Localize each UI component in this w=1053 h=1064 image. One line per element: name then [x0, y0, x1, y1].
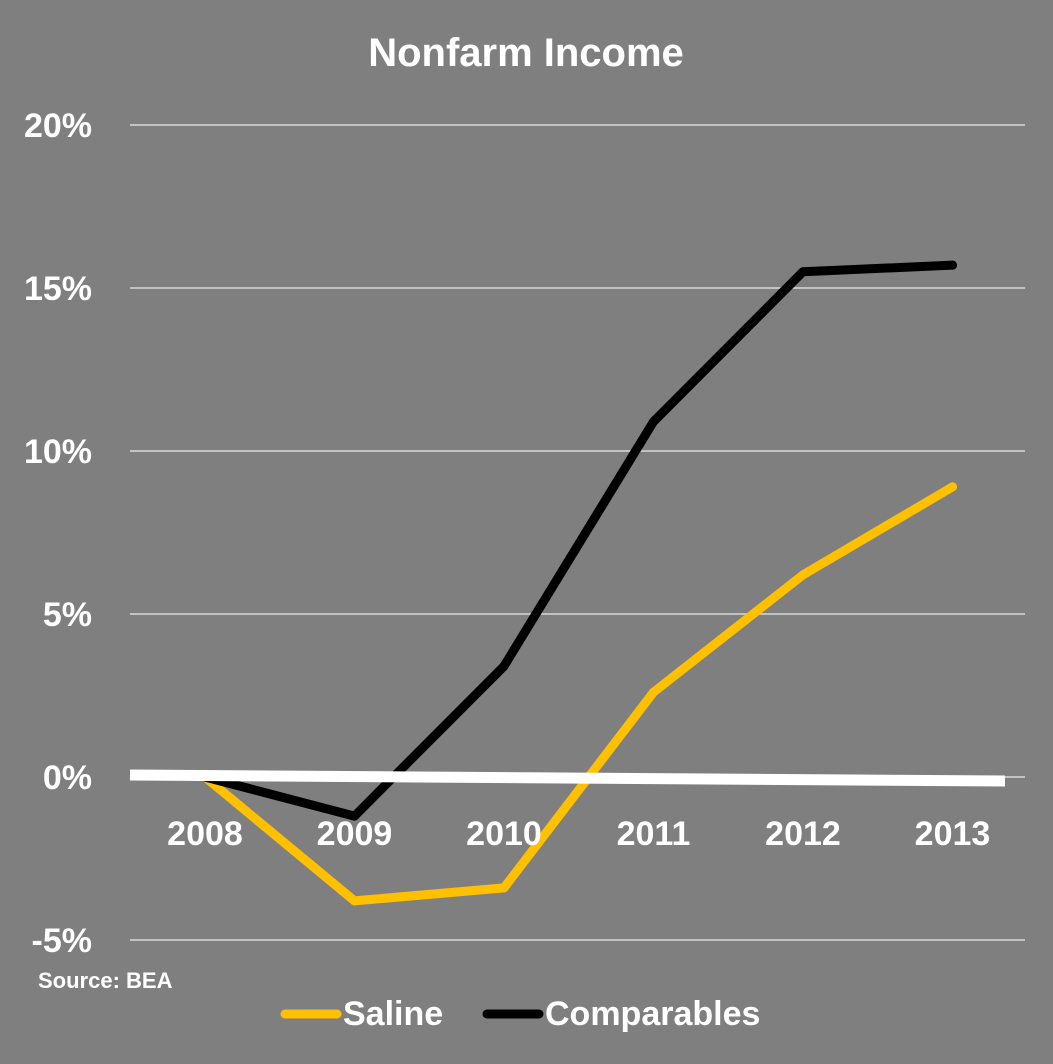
y-axis-ticks: 20% 15% 10% 5% 0% -5%	[24, 107, 92, 960]
x-tick-label: 2009	[317, 815, 393, 853]
x-tick-label: 2013	[915, 815, 991, 853]
x-tick-label: 2008	[167, 815, 243, 853]
data-point-comparables	[948, 260, 957, 270]
y-tick-label: -5%	[32, 922, 92, 960]
y-tick-label: 10%	[24, 433, 92, 471]
x-tick-label: 2011	[617, 815, 691, 853]
y-tick-label: 5%	[43, 596, 92, 634]
x-axis-ticks: 2008 2009 2010 2011 2012 2013	[167, 815, 990, 853]
x-tick-label: 2010	[466, 815, 542, 853]
data-point-comparables	[350, 811, 359, 821]
data-point-saline	[350, 896, 359, 906]
legend-label: Comparables	[545, 995, 760, 1033]
data-point-comparables	[798, 267, 808, 277]
series-line-comparables	[200, 260, 957, 821]
gridlines	[130, 124, 1025, 941]
data-point-saline	[948, 482, 957, 492]
x-tick-label: 2012	[765, 815, 841, 853]
source-note: Source: BEA	[38, 968, 173, 993]
legend-item-comparables[interactable]: Comparables	[482, 995, 760, 1033]
data-point-comparables	[649, 417, 658, 427]
legend-label: Saline	[343, 995, 443, 1033]
data-point-saline	[798, 570, 808, 580]
legend-item-saline[interactable]: Saline	[280, 995, 443, 1033]
data-point-saline	[499, 883, 509, 893]
y-tick-label: 20%	[24, 107, 92, 145]
chart-title: Nonfarm Income	[368, 31, 684, 75]
series-layer	[129, 260, 1006, 906]
legend[interactable]: Saline Comparables	[280, 995, 760, 1033]
y-tick-label: 15%	[24, 270, 92, 308]
data-point-saline	[649, 687, 658, 697]
y-tick-label: 0%	[43, 759, 92, 797]
data-point-comparables	[499, 661, 509, 671]
x-axis-line	[129, 769, 1006, 787]
series-line-saline	[200, 482, 957, 906]
